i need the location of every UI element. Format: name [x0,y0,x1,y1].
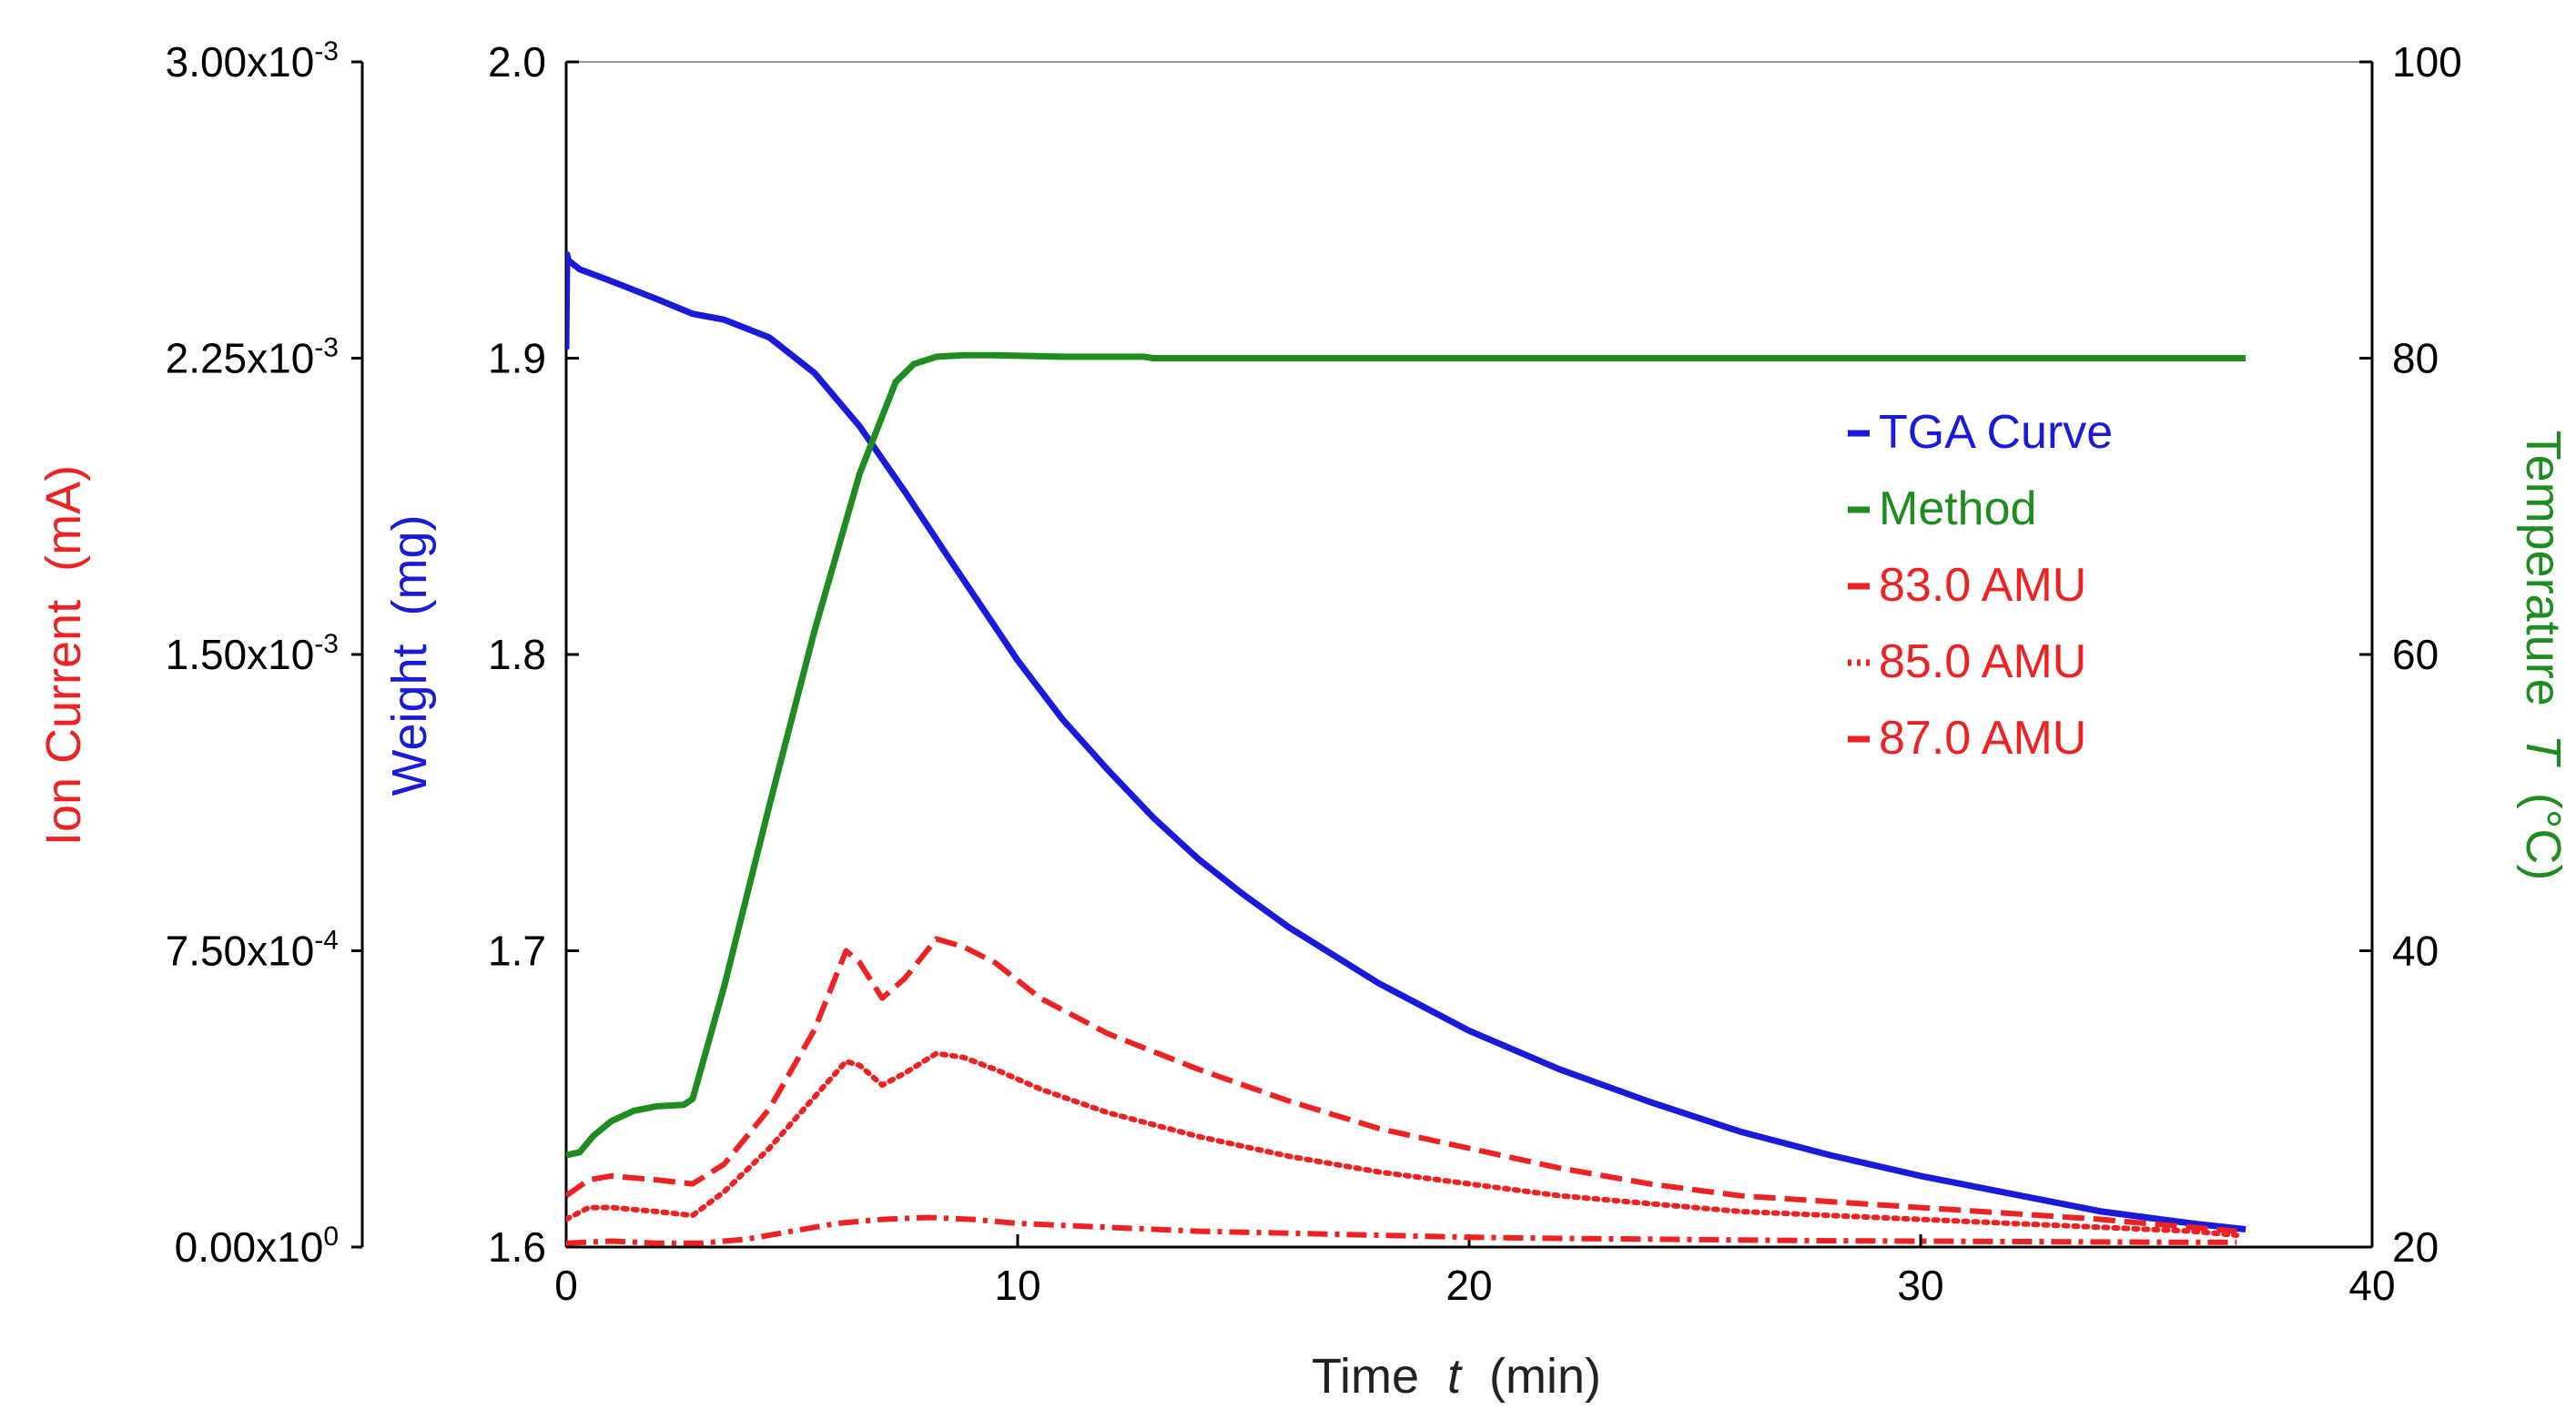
ion-current-tick-mantissa: 2.25x10 [166,335,315,382]
ion-current-tick-label: 7.50x10-4 [166,926,339,975]
temperature-tick-label: 60 [2392,631,2439,678]
x-axis-title: Time t (min) [1312,1349,1601,1404]
ion-current-tick-label: 2.25x10-3 [166,333,339,382]
ion-current-tick-mantissa: 7.50x10 [166,928,315,975]
x-tick-label: 0 [554,1262,578,1309]
ion-current-tick-mantissa: 1.50x10 [166,631,315,678]
ion-current-tick-mantissa: 0.00x10 [175,1223,324,1271]
weight-tick-label: 2.0 [488,38,546,86]
x-tick-label: 40 [2348,1262,2395,1309]
temperature-axis-label: Temperature [2516,431,2571,706]
temperature-axis-ticks: 20 40 60 80 100 [2359,38,2462,1271]
ion-current-tick-label: 3.00x10-3 [166,36,339,86]
ion-current-tick-exponent: -3 [314,333,339,363]
x-tick-label: 30 [1897,1262,1943,1309]
ion-current-axis-unit: (mA) [36,465,91,572]
ion-current-tick-exponent: 0 [323,1222,339,1252]
legend-label-85-0-amu: 85.0 AMU [1879,635,2086,688]
series-line-85-0-amu [566,1050,2240,1238]
legend-label-83-0-amu: 83.0 AMU [1879,559,2086,612]
legend-label-method: Method [1879,482,2036,535]
temperature-axis-title: Temperature T (°C) [2516,431,2571,881]
series-layer [566,251,2246,1246]
temperature-tick-label: 40 [2392,928,2439,975]
ion-current-tick-exponent: -4 [314,926,339,956]
ion-current-tick-exponent: -3 [314,36,339,66]
ion-current-tick-exponent: -3 [314,629,339,659]
ion-current-tick-mantissa: 3.00x10 [166,38,315,86]
legend: TGA Curve Method 83.0 AMU 85.0 AMU 87.0 AMU [1848,406,2113,765]
temperature-tick-label: 20 [2392,1223,2439,1271]
weight-tick-label: 1.8 [488,631,546,678]
series-line-method [566,351,2246,1159]
weight-axis-title: Weight (mg) [382,514,437,796]
series-line-tga-curve [566,251,2246,1232]
x-tick-label: 10 [994,1262,1040,1309]
x-axis-ticks: 0 10 20 30 40 [554,1234,2396,1309]
weight-tick-label: 1.6 [488,1223,546,1271]
x-axis-unit: (min) [1489,1349,1601,1404]
ion-current-tick-label: 1.50x10-3 [166,629,339,678]
ion-current-axis-title: Ion Current (mA) [36,465,91,846]
legend-label-87-0-amu: 87.0 AMU [1879,712,2086,765]
weight-tick-label: 1.9 [488,335,546,382]
weight-tick-label: 1.7 [488,928,546,975]
ion-current-tick-label: 0.00x100 [175,1222,339,1271]
temperature-tick-label: 100 [2392,38,2462,86]
ion-current-axis-label: Ion Current [36,600,91,846]
ion-current-axis-ticks: 0.00x1007.50x10-41.50x10-32.25x10-33.00x… [166,36,362,1271]
x-axis-label: Time [1312,1349,1419,1404]
weight-axis-label: Weight [382,644,437,796]
series-line-83-0-amu [566,936,2237,1234]
x-axis-symbol: t [1447,1349,1463,1404]
temperature-tick-label: 80 [2392,335,2439,382]
weight-axis-unit: (mg) [382,514,437,615]
temperature-axis-symbol: T [2516,735,2571,768]
temperature-axis-unit: (°C) [2516,793,2571,881]
series-line-87-0-amu [566,1214,2237,1246]
weight-axis-ticks: 1.6 1.7 1.8 1.9 2.0 [488,38,579,1271]
legend-label-tga-curve: TGA Curve [1879,406,2113,459]
x-tick-label: 20 [1445,1262,1492,1309]
